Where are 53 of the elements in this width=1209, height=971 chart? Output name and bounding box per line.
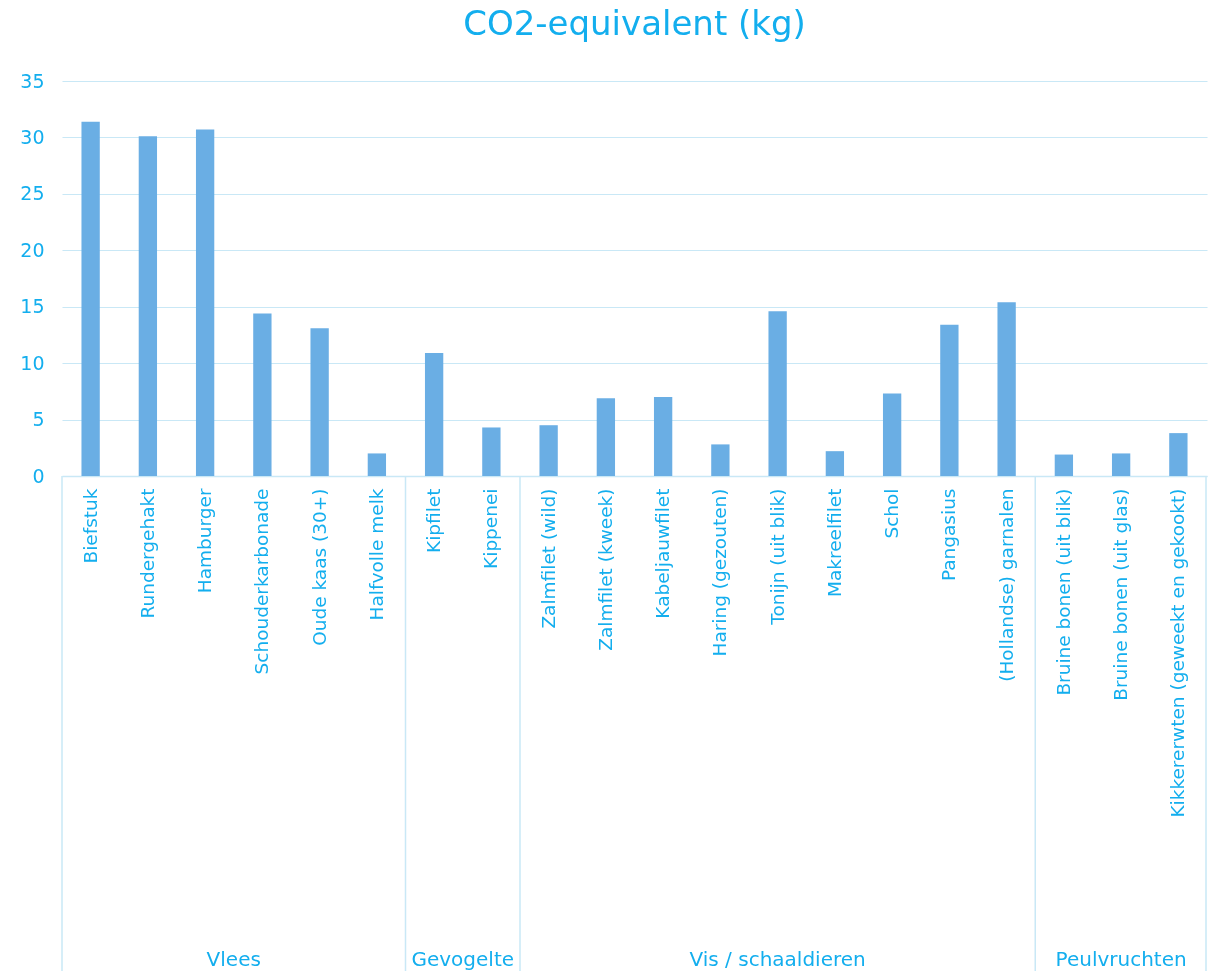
x-tick-label: Pangasius xyxy=(938,488,960,582)
bar xyxy=(424,352,444,476)
bar xyxy=(482,427,501,476)
text: Peulvruchten xyxy=(1055,947,1187,971)
bar xyxy=(882,393,902,476)
y-tick-label: 20 xyxy=(20,238,45,261)
x-tick-label: Hamburger xyxy=(194,488,216,594)
bar xyxy=(940,324,959,476)
text: Vis / schaaldieren xyxy=(689,947,866,971)
bar xyxy=(997,302,1016,476)
y-tick-label: 10 xyxy=(20,351,45,374)
x-tick-label: Bruine bonen (uit blik) xyxy=(1052,488,1074,696)
bar xyxy=(1111,453,1131,476)
bar xyxy=(653,397,673,476)
x-tick-label: Schol xyxy=(881,488,903,539)
x-tick-label: Oude kaas (30+) xyxy=(308,488,330,646)
x-tick-label: Tonijn (uit blik) xyxy=(766,488,788,626)
y-tick-label: 35 xyxy=(20,69,45,92)
bar xyxy=(310,328,329,476)
chart-title: CO2-equivalent (kg) xyxy=(463,3,806,43)
x-tick-label: Bruine bonen (uit glas) xyxy=(1110,488,1132,701)
bar xyxy=(1169,433,1188,476)
bar xyxy=(596,398,616,476)
y-tick-label: 0 xyxy=(32,464,45,487)
bar xyxy=(539,425,558,476)
bar xyxy=(825,451,845,476)
x-tick-label: Kippenei xyxy=(480,488,502,569)
x-tick-label: Haring (gezouten) xyxy=(709,488,731,657)
text: Gevogelte xyxy=(411,947,515,971)
bar xyxy=(367,453,387,476)
y-tick-label: 15 xyxy=(20,295,45,318)
x-tick-label: Kabeljauwfilet xyxy=(652,488,674,619)
x-tick-label: (Hollandse) garnalen xyxy=(995,488,1017,682)
y-tick-label: 30 xyxy=(20,125,45,148)
x-tick-label: Biefstuk xyxy=(79,488,101,564)
bar xyxy=(195,129,215,476)
y-tick-label: 25 xyxy=(20,182,45,205)
x-tick-label: Kipfilet xyxy=(423,488,445,553)
bar xyxy=(81,121,100,476)
x-tick-label: Makreelfilet xyxy=(823,488,845,598)
bar xyxy=(253,313,272,476)
x-tick-label: Zalmfilet (wild) xyxy=(537,488,559,629)
bar xyxy=(711,444,730,476)
x-tick-label: Halfvolle melk xyxy=(365,488,387,621)
bar xyxy=(1054,454,1074,476)
x-tick-label: Kikkererwten (geweekt en gekookt) xyxy=(1167,488,1189,818)
text: Vlees xyxy=(206,947,261,971)
x-tick-label: Zalmfilet (kweek) xyxy=(594,488,616,651)
x-tick-label: Rundergehakt xyxy=(136,488,158,619)
bar xyxy=(768,311,787,476)
x-tick-label: Schouderkarbonade xyxy=(251,488,273,675)
y-tick-label: 5 xyxy=(32,408,45,431)
bar xyxy=(138,136,158,476)
